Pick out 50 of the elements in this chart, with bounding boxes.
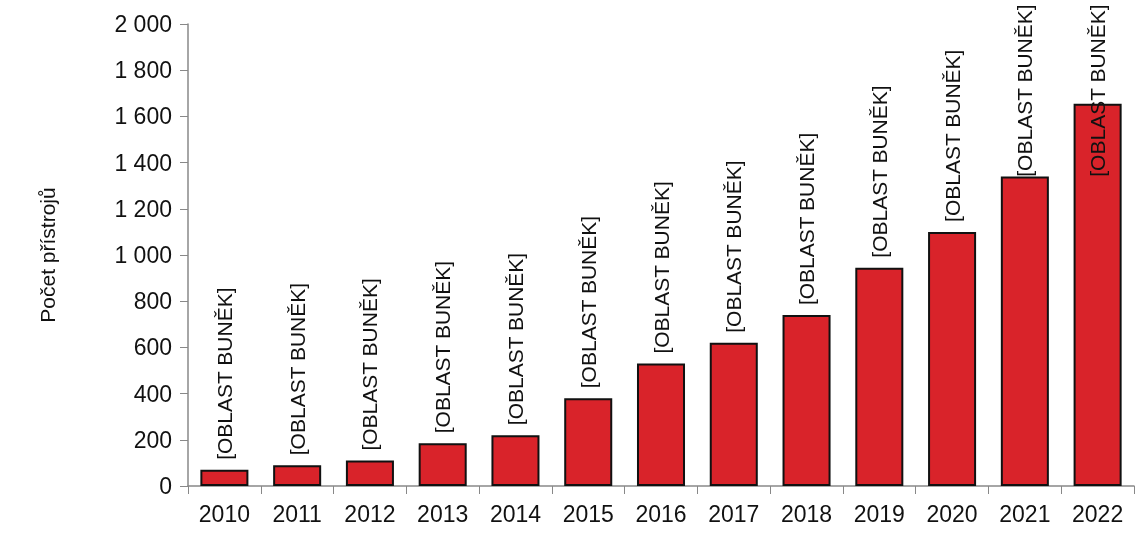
data-label: [OBLAST BUNĚK]: [285, 282, 309, 456]
y-tick-label: 400: [133, 380, 172, 407]
data-label: [OBLAST BUNĚK]: [722, 160, 746, 333]
x-tick-label: 2016: [635, 500, 687, 527]
data-label: [OBLAST BUNĚK]: [867, 85, 891, 258]
y-axis-title: Počet přístrojů: [36, 187, 59, 323]
bar: [709, 342, 758, 486]
data-label: [OBLAST BUNĚK]: [503, 252, 527, 426]
y-tick-label: 2 000: [114, 11, 172, 37]
data-label: [OBLAST BUNĚK]: [649, 181, 673, 354]
y-tick-label: 1 600: [114, 103, 172, 130]
data-label: [OBLAST BUNĚK]: [1013, 4, 1037, 177]
x-tick-label: 2012: [344, 500, 396, 527]
y-tick-label: 0: [159, 473, 172, 499]
data-label: [OBLAST BUNĚK]: [431, 260, 455, 434]
y-tick-label: 800: [133, 288, 172, 315]
bar: [200, 469, 249, 486]
bar: [636, 363, 686, 486]
data-label: [OBLAST BUNĚK]: [358, 278, 382, 451]
x-tick-label: 2011: [272, 500, 322, 527]
x-tick-label: 2013: [417, 500, 469, 527]
y-tick-label: 200: [133, 426, 172, 453]
y-tick-label: 600: [133, 334, 172, 361]
x-tick-label: 2022: [1072, 500, 1124, 527]
bar: [273, 465, 322, 486]
data-label: [OBLAST BUNĚK]: [576, 215, 600, 389]
bar: [564, 398, 613, 486]
x-tick-label: 2020: [926, 500, 978, 527]
bar: [928, 231, 977, 486]
bar: [782, 315, 831, 486]
bar: [491, 435, 540, 486]
x-tick-label: 2021: [999, 500, 1051, 527]
x-tick-label: 2018: [780, 500, 833, 527]
data-label: [OBLAST BUNĚK]: [212, 287, 236, 460]
x-tick-label: 2017: [708, 500, 760, 527]
bar: [1000, 176, 1049, 486]
bar: [345, 460, 394, 486]
data-label: [OBLAST BUNĚK]: [1086, 4, 1110, 177]
y-tick-label: 1 200: [114, 195, 172, 222]
x-tick-label: 2019: [853, 500, 905, 527]
bar: [855, 267, 904, 486]
y-tick-label: 1 400: [114, 149, 172, 176]
x-tick-label: 2015: [562, 500, 614, 527]
x-tick-label: 2014: [489, 500, 542, 527]
bar: [418, 443, 467, 486]
y-tick-label: 1 000: [114, 242, 172, 268]
data-label: [OBLAST BUNĚK]: [940, 49, 964, 222]
x-tick-label: 2010: [198, 500, 250, 527]
data-label: [OBLAST BUNĚK]: [795, 132, 819, 306]
y-tick-label: 1 800: [114, 57, 172, 84]
